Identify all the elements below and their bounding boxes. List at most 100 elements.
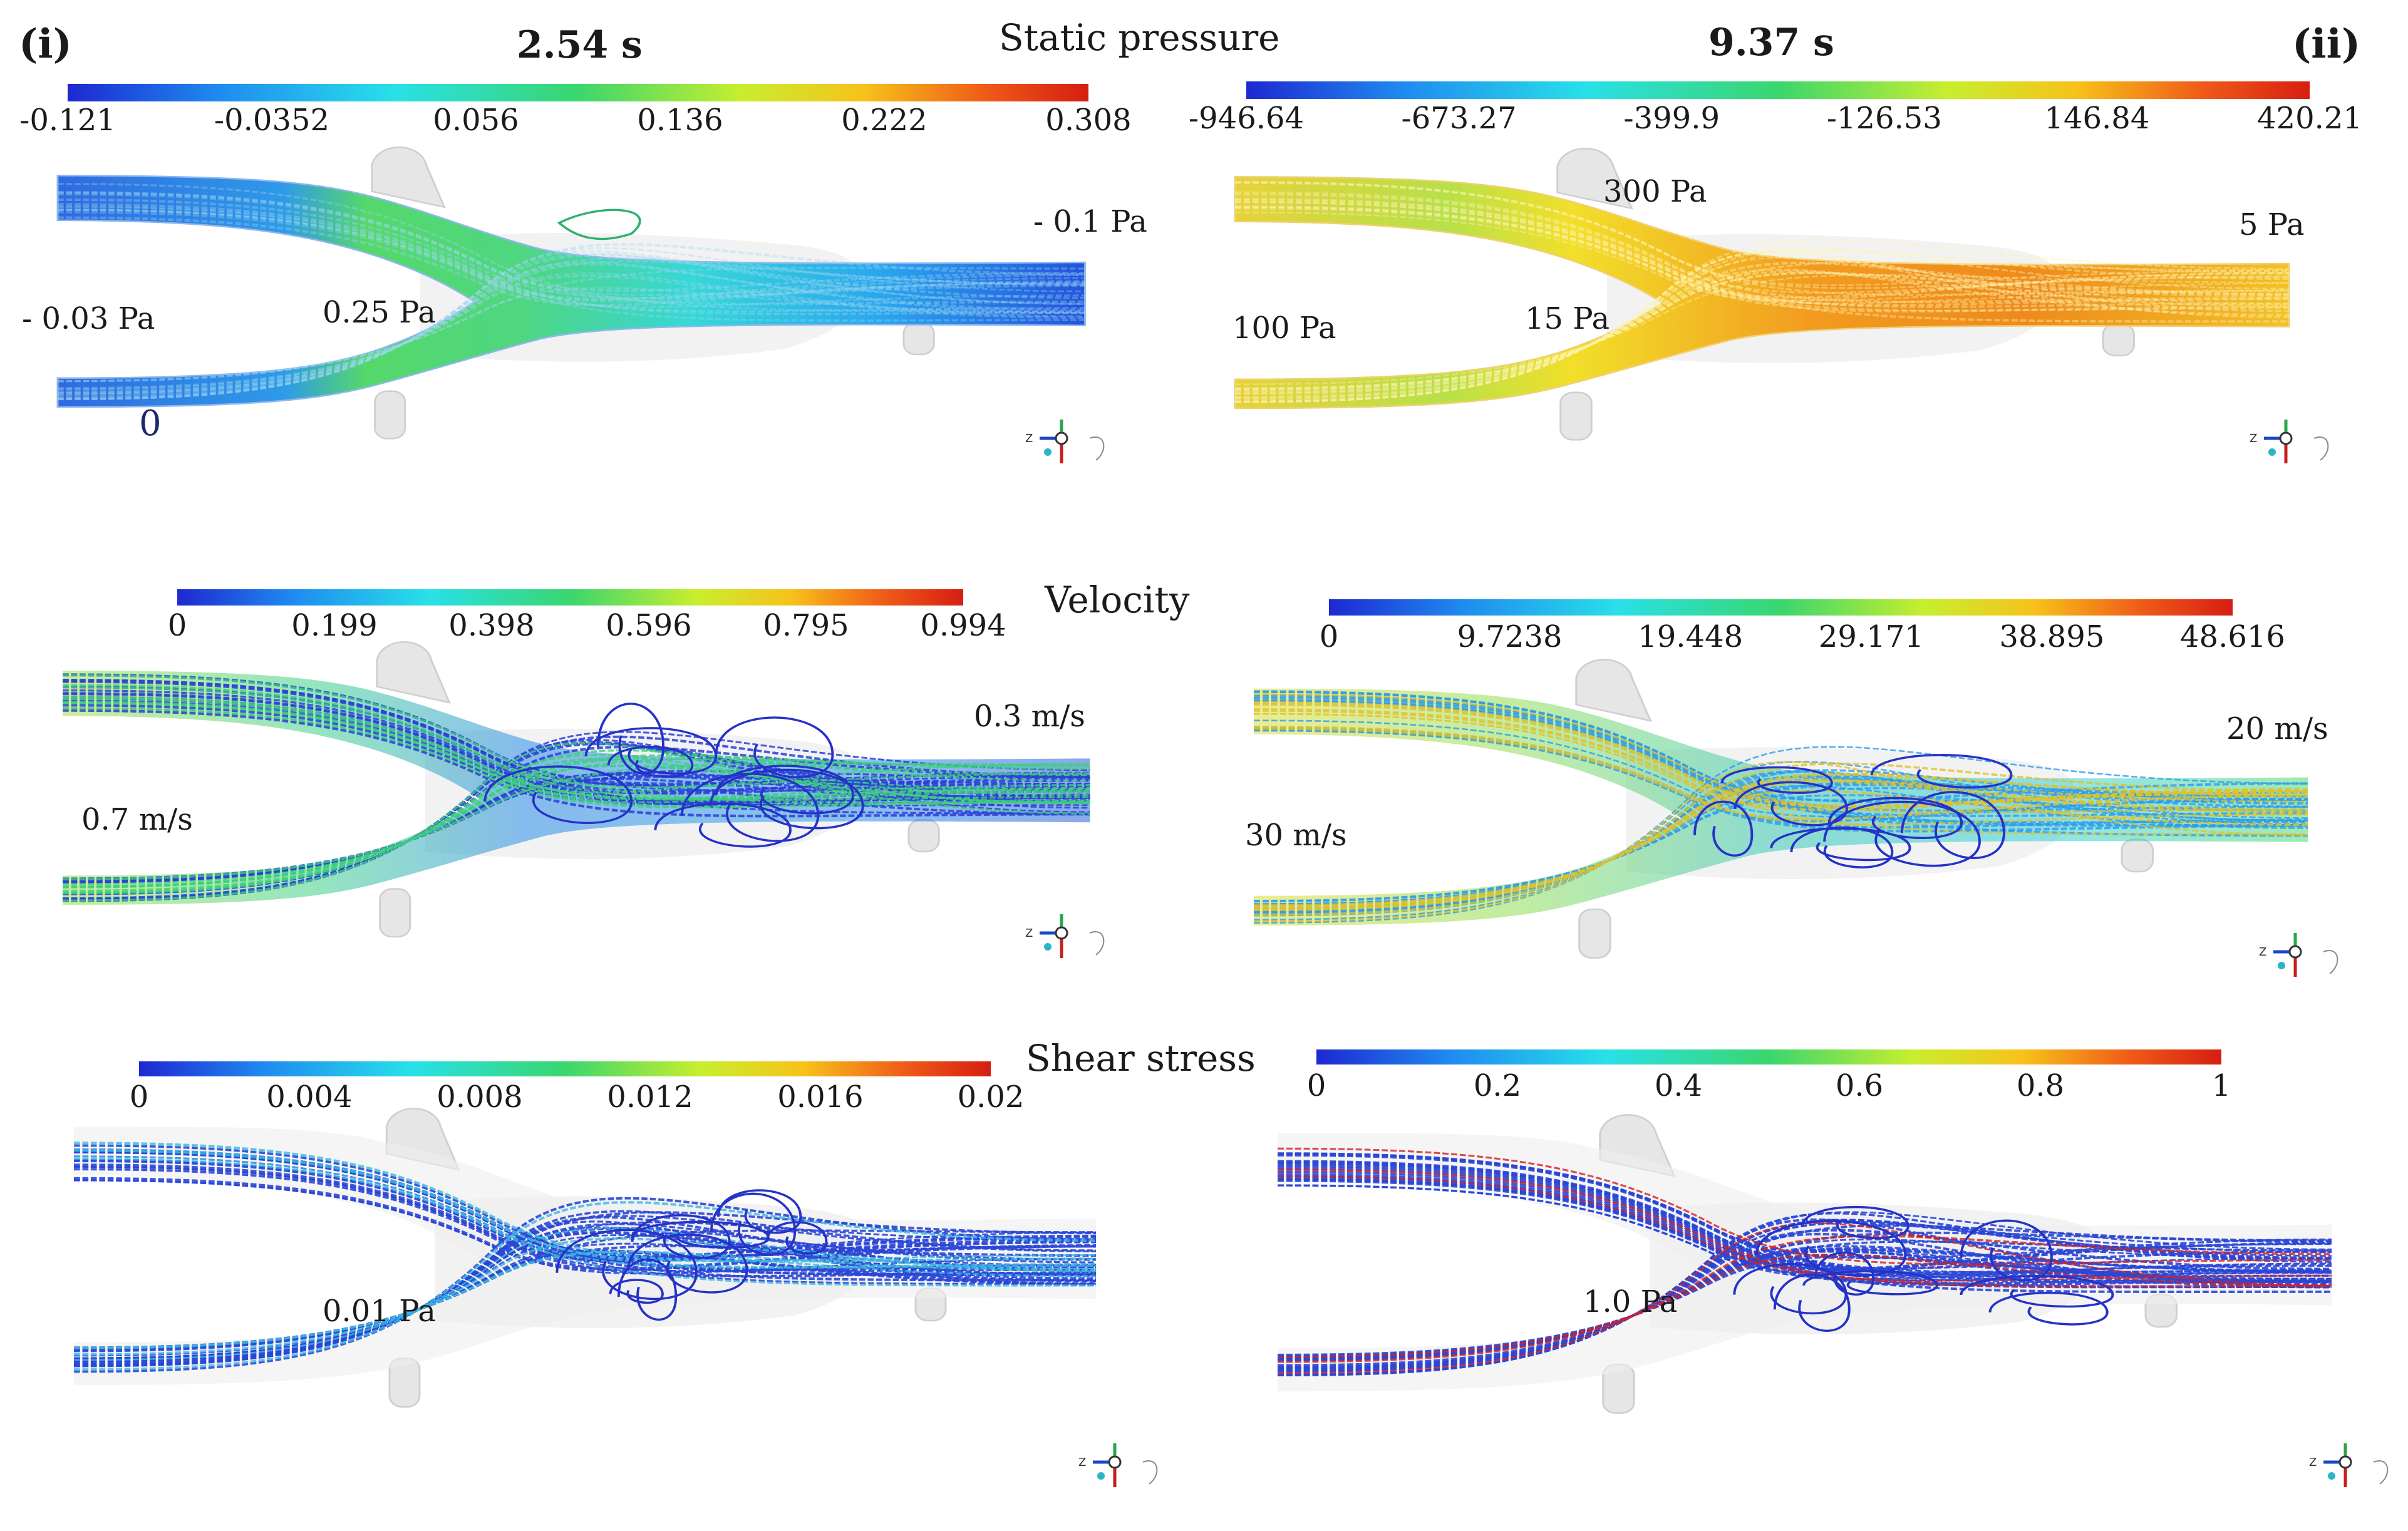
vortex-loop (1814, 1251, 1875, 1296)
streamline (1234, 182, 2290, 296)
vortex-loop (1823, 800, 1981, 867)
streamline (73, 1250, 1097, 1349)
streamline (1277, 1173, 2332, 1272)
annotation: 15 Pa (1525, 301, 1610, 336)
vortex-loop (1901, 791, 2005, 859)
colorbar-tick-label: 0.222 (841, 103, 927, 138)
streamline (62, 741, 1090, 902)
streamline (73, 1201, 1097, 1371)
colorbar-tick-label: 0.6 (1836, 1068, 1883, 1103)
streamline (62, 696, 1090, 801)
streamline (57, 216, 1085, 307)
streamline (1234, 198, 2290, 323)
streamline (1234, 272, 2290, 390)
vessel-pressure-left (56, 146, 1086, 440)
colorbar-tick-label: 0 (1320, 619, 1339, 654)
streamline (57, 191, 1085, 292)
colorbar-tick-label: -0.0352 (214, 103, 329, 138)
streamline (1234, 250, 2290, 403)
vessel-shear-left (73, 1107, 1097, 1408)
annotation: 0.3 m/s (974, 699, 1085, 734)
vortex-loop (483, 765, 633, 824)
vortex-loop (715, 765, 854, 815)
streamline (1234, 211, 2290, 302)
streamline (1253, 703, 2308, 808)
streamline (1234, 181, 2290, 289)
vortex-loop (631, 1214, 731, 1259)
streamline (1234, 205, 2290, 299)
colorbar-tick-label: 0.02 (958, 1080, 1025, 1115)
axis-triad-icon (1025, 420, 1103, 463)
streamline (1234, 261, 2290, 395)
streamline (57, 247, 1085, 401)
streamline (57, 203, 1085, 316)
streamline (1253, 775, 2308, 914)
colorbar-tick-label: -0.121 (19, 103, 116, 138)
streamline (1234, 271, 2290, 392)
streamline (1234, 198, 2290, 308)
streamline (57, 263, 1085, 395)
vortex-loop (1960, 1275, 2114, 1308)
vortex-loop (680, 773, 820, 842)
streamline (1234, 274, 2290, 386)
streamline (73, 1227, 1097, 1361)
streamline (1277, 1222, 2332, 1374)
vortex-loop (1734, 781, 1848, 827)
streamline (1234, 257, 2290, 399)
annotation: 0.01 Pa (323, 1294, 436, 1329)
streamline (1234, 200, 2290, 306)
streamline (1253, 691, 2308, 803)
panel-label-right: (ii) (2292, 21, 2360, 68)
streamline (73, 1237, 1097, 1356)
vortex-loop (717, 1189, 802, 1234)
vortex-loop (1770, 827, 1911, 862)
colorbar-tick-label: 0 (1307, 1068, 1326, 1103)
annotation: 0.7 m/s (81, 802, 193, 837)
streamline (1277, 1165, 2332, 1274)
streamline (73, 1142, 1097, 1263)
streamline (73, 1148, 1097, 1269)
streamline (73, 1242, 1097, 1353)
streamline (57, 209, 1085, 301)
axis-triad-icon (2309, 1443, 2387, 1487)
colorbar-tick-label: 0.016 (777, 1080, 863, 1115)
streamline (57, 250, 1085, 401)
colorbar-tick-label: 0.8 (2017, 1068, 2064, 1103)
colorbar-tick-label: 0.004 (266, 1080, 352, 1115)
streamline (1277, 1180, 2332, 1282)
streamline (1234, 201, 2290, 312)
streamline (57, 261, 1085, 396)
row-title-shear: Shear stress (1026, 1037, 1256, 1080)
colorbar-tick-label: -946.64 (1189, 101, 1304, 136)
streamline (1277, 1175, 2332, 1282)
streamline (73, 1144, 1097, 1277)
colorbar-tick-label: 9.7238 (1457, 619, 1563, 654)
vortex-loop (710, 1192, 797, 1256)
vortex-loop (654, 802, 792, 848)
streamline (1234, 272, 2290, 389)
colorbar-tick-label: 0.994 (920, 608, 1006, 643)
streamline (62, 709, 1090, 818)
streamline (57, 252, 1085, 400)
streamline (1277, 1235, 2332, 1363)
streamline (1253, 761, 2308, 922)
axis-triad-icon (2250, 420, 2328, 463)
streamline (1277, 1222, 2332, 1371)
colorbar-pressure-right: -946.64 -673.27 -399.9 -126.53 146.84 420.21 (1189, 81, 2362, 136)
colorbar-tick-label: 0.012 (607, 1080, 693, 1115)
vortex-loop (626, 1234, 748, 1294)
colorbar-tick-label: 0 (168, 608, 187, 643)
colorbar-tick-label: 29.171 (1819, 619, 1924, 654)
vortex-loop (631, 1220, 770, 1249)
annotation: 0.25 Pa (323, 295, 436, 330)
colorbar-tick-label: 19.448 (1638, 619, 1743, 654)
vortex-loop (555, 1229, 698, 1301)
colorbar-tick-label: 0.308 (1045, 103, 1131, 138)
time-label-right: 9.37 s (1708, 21, 1834, 64)
streamline (1253, 725, 2308, 826)
streamline (1234, 207, 2290, 312)
streamline (57, 287, 1085, 383)
annotation: 100 Pa (1232, 311, 1336, 346)
colorbar-tick-label: 0.136 (637, 103, 723, 138)
streamline (1253, 719, 2308, 818)
